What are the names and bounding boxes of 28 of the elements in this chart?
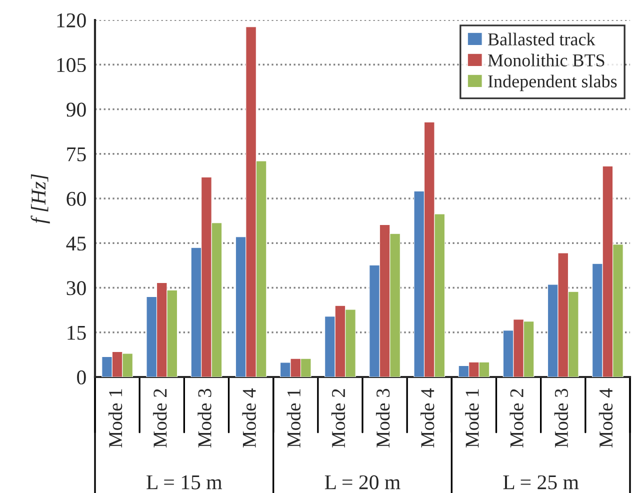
y-tick-label: 105 — [57, 58, 86, 72]
y-tick-label: 75 — [67, 147, 86, 162]
x-tick-label: Mode 1 — [108, 389, 122, 448]
text: L = 20 m — [324, 475, 400, 490]
y-tick-label: 60 — [66, 192, 86, 206]
y-axis-title: f [Hz] — [30, 174, 50, 224]
legend-label: Ballasted track — [488, 32, 596, 46]
y-tick-label: 45 — [66, 236, 86, 251]
x-tick-label: Mode 3 — [554, 388, 568, 448]
text: L = 25 m — [503, 475, 579, 490]
x-tick-label: Mode 2 — [510, 389, 524, 448]
x-tick-label: Mode 3 — [198, 388, 212, 448]
x-tick-label: Mode 1 — [465, 389, 479, 448]
y-tick-label: 0 — [77, 370, 86, 384]
x-tick-label: Mode 4 — [420, 388, 434, 448]
x-tick-label: Mode 3 — [376, 388, 390, 448]
x-tick-label: Mode 2 — [153, 389, 167, 448]
y-tick-label: 15 — [68, 326, 86, 340]
legend-label: Independent slabs — [488, 74, 617, 92]
x-tick-label: Mode 1 — [286, 389, 300, 448]
text: L = 15 m — [146, 475, 222, 490]
y-tick-label: 30 — [66, 281, 86, 296]
y-tick-label: 90 — [66, 102, 86, 117]
x-tick-label: Mode 4 — [242, 388, 256, 448]
x-tick-label: Mode 4 — [598, 388, 613, 448]
legend-label: Monolithic BTS — [488, 54, 604, 66]
y-tick-label: 120 — [57, 13, 86, 28]
x-tick-label: Mode 2 — [331, 389, 346, 448]
